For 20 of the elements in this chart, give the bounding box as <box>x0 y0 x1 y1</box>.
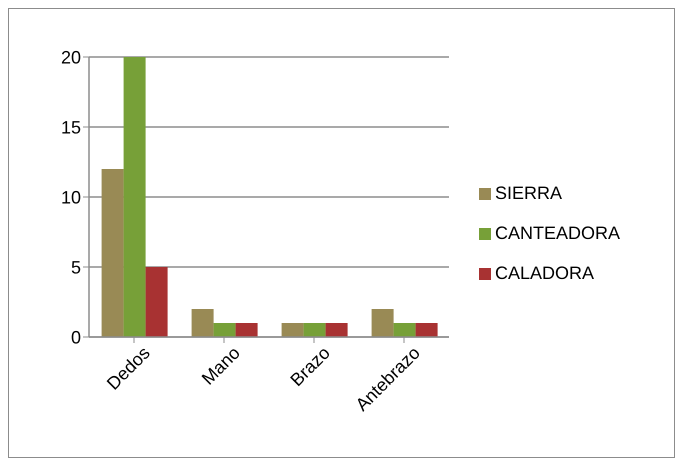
y-tick-label: 20 <box>60 47 81 68</box>
bar <box>214 323 236 337</box>
legend-label: SIERRA <box>495 183 562 203</box>
bar <box>394 323 416 337</box>
bar <box>326 323 348 337</box>
bar <box>192 309 214 337</box>
bar <box>304 323 326 337</box>
bar <box>416 323 438 337</box>
bar <box>282 323 304 337</box>
y-tick-label: 5 <box>70 257 81 278</box>
bar <box>146 267 168 337</box>
bar <box>124 57 146 337</box>
bar <box>102 169 124 337</box>
legend-label: CALADORA <box>495 263 594 283</box>
y-tick-label: 15 <box>60 117 81 138</box>
bar <box>236 323 258 337</box>
y-tick-label: 10 <box>60 187 81 208</box>
legend-label: CANTEADORA <box>495 223 620 243</box>
bar <box>372 309 394 337</box>
y-tick-label: 0 <box>70 327 81 348</box>
